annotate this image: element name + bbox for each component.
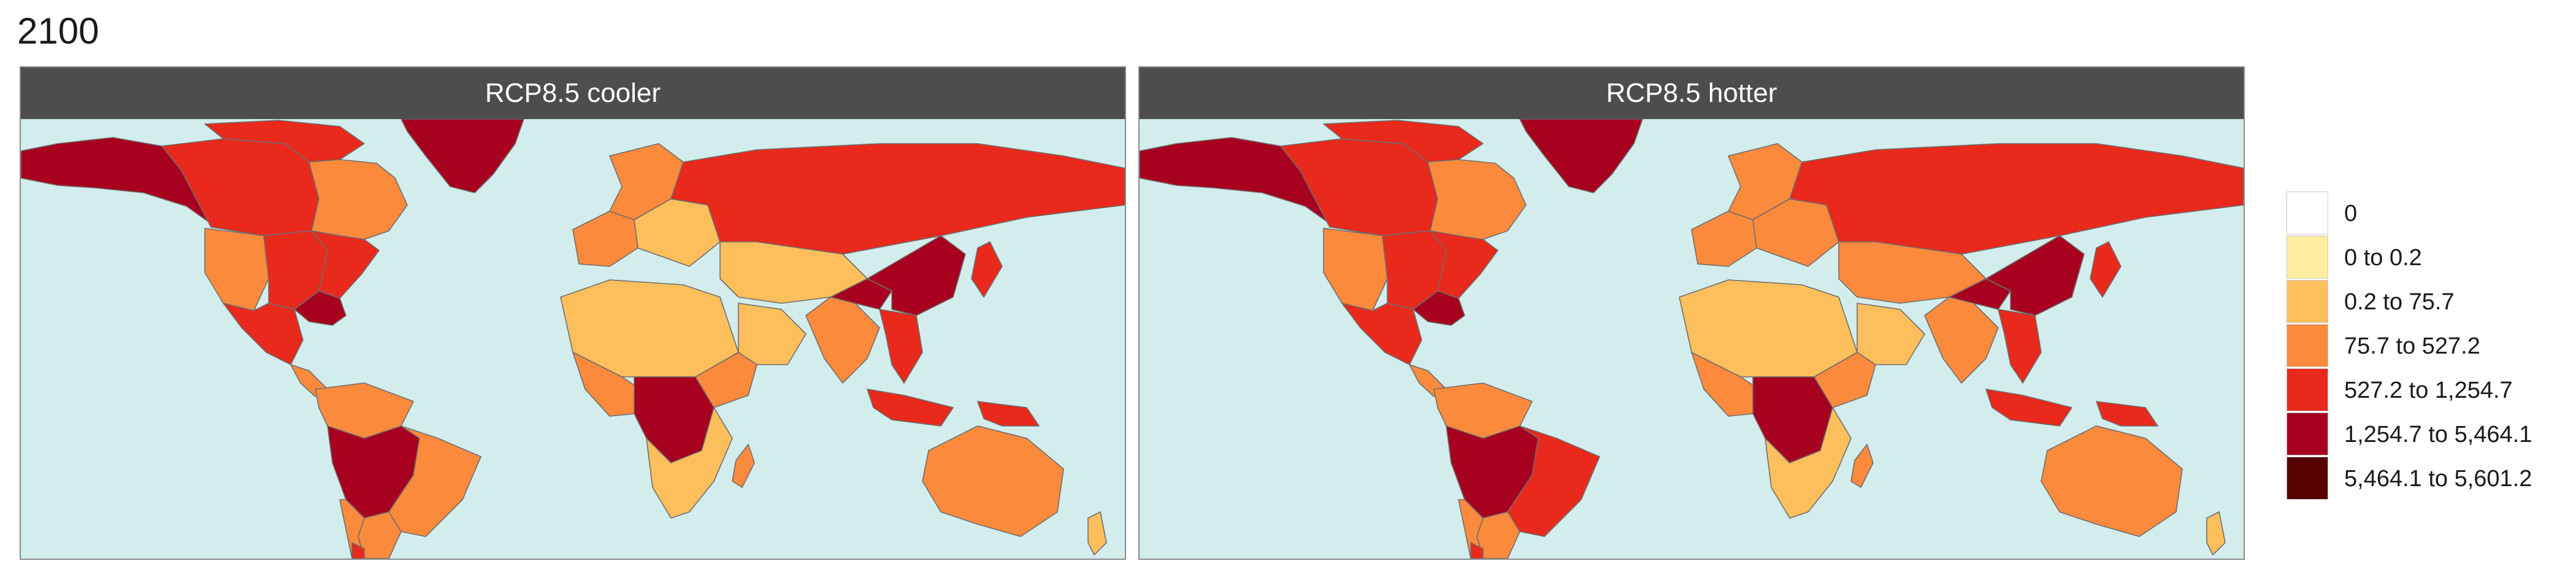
region-new-zealand <box>1087 511 1107 556</box>
region-southern-africa <box>646 407 733 519</box>
legend-label: 75.7 to 527.2 <box>2344 333 2480 359</box>
region-patagonia <box>351 542 365 559</box>
legend-swatch <box>2287 280 2328 323</box>
region-east-china <box>867 235 966 316</box>
region-usa-east <box>311 230 380 299</box>
legend-swatch <box>2287 324 2328 367</box>
region-chile <box>339 499 365 559</box>
region-indonesia <box>867 389 954 427</box>
map-panel-hotter: RCP8.5 hotter <box>1138 66 2245 560</box>
region-canada-east <box>1427 159 1527 240</box>
region-patagonia <box>1470 542 1484 559</box>
region-east-africa <box>1814 352 1876 408</box>
legend-label: 0 <box>2344 201 2358 227</box>
world-map-hotter <box>1140 119 2244 559</box>
region-mexico <box>223 303 304 365</box>
legend-label: 1,254.7 to 5,464.1 <box>2344 422 2532 447</box>
region-madagascar <box>1850 444 1874 488</box>
region-east-china <box>1985 235 2085 316</box>
region-southern-africa <box>1765 407 1852 519</box>
legend-swatch <box>2287 192 2328 234</box>
region-mexico <box>1341 303 1422 365</box>
region-new-guinea <box>977 401 1040 427</box>
region-siberia <box>1789 143 2244 255</box>
region-madagascar <box>732 444 755 488</box>
map-panel-cooler: RCP8.5 cooler <box>20 66 1126 560</box>
region-usa-southeast <box>294 290 347 326</box>
legend-label: 527.2 to 1,254.7 <box>2344 378 2513 403</box>
panel-strip-label: RCP8.5 cooler <box>21 68 1125 119</box>
region-siberia <box>670 143 1125 255</box>
figure-title: 2100 <box>17 10 99 52</box>
region-arabia <box>738 303 807 365</box>
legend-label: 0.2 to 75.7 <box>2344 289 2455 315</box>
region-greenland <box>1519 119 1643 193</box>
land-regions <box>21 119 1125 559</box>
legend-label: 0 to 0.2 <box>2344 245 2422 271</box>
land-regions <box>1140 119 2244 559</box>
region-arabia <box>1857 303 1925 365</box>
legend-label: 5,464.1 to 5,601.2 <box>2344 466 2532 492</box>
panel-strip-label: RCP8.5 hotter <box>1140 68 2244 119</box>
region-canada-east <box>309 159 408 240</box>
region-himalaya-east <box>830 278 892 310</box>
region-greenland <box>401 119 524 193</box>
world-map-cooler <box>21 119 1125 559</box>
region-east-africa <box>695 352 757 408</box>
region-australia <box>2041 425 2183 537</box>
region-new-guinea <box>2096 401 2158 427</box>
region-southeast-asia <box>1998 309 2042 384</box>
region-usa-east <box>1430 230 1498 299</box>
legend-swatch <box>2287 412 2328 455</box>
region-brazil-east <box>388 425 481 537</box>
region-usa-southeast <box>1413 290 1465 326</box>
region-himalaya-east <box>1949 278 2011 310</box>
legend-swatch <box>2287 236 2328 279</box>
region-brazil-east <box>1507 425 1600 537</box>
region-japan <box>2090 241 2122 298</box>
region-japan <box>971 241 1003 298</box>
region-indonesia <box>1985 389 2072 427</box>
region-new-zealand <box>2206 511 2226 556</box>
region-chile <box>1458 499 1484 559</box>
legend-swatch <box>2287 457 2328 500</box>
region-southeast-asia <box>879 309 923 384</box>
region-australia <box>922 425 1064 537</box>
legend-swatch <box>2287 368 2328 411</box>
